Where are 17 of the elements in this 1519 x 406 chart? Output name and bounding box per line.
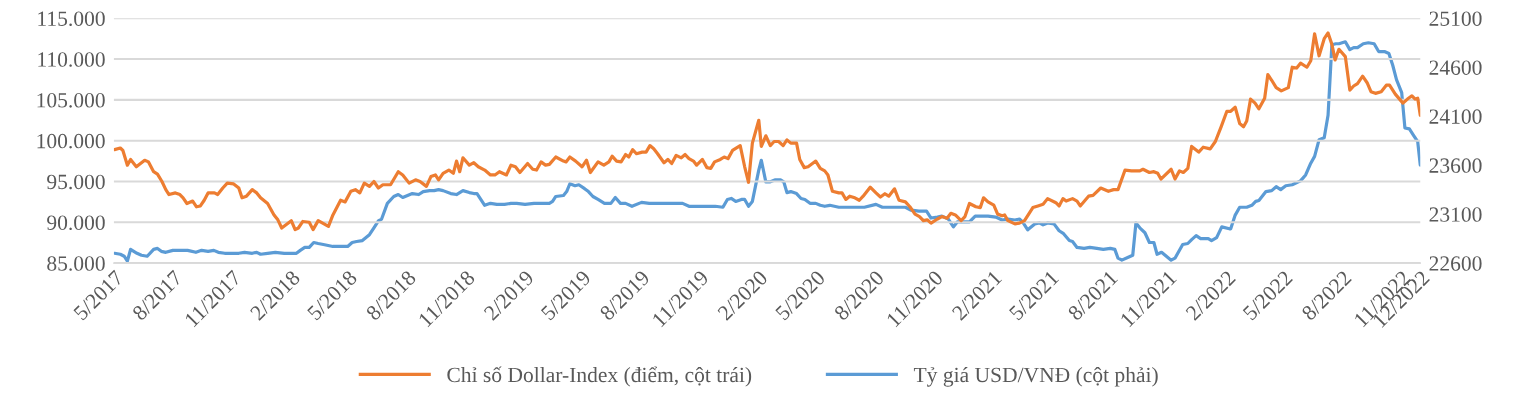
y2-tick-label: 25100: [1429, 11, 1482, 26]
y-tick-label: 110.000: [38, 52, 105, 67]
y-tick-label: 85.000: [47, 256, 105, 271]
y-tick-label: 115.000: [38, 11, 105, 27]
y-tick-label: 100.000: [37, 133, 105, 149]
y-tick-label: 95.000: [47, 174, 105, 190]
y2-tick-label: 23600: [1429, 158, 1482, 173]
y-tick-label: 90.000: [47, 215, 105, 231]
line-series: [113, 31, 1421, 232]
y2-tick-label: 24600: [1429, 60, 1482, 75]
legend-label: Tỷ giá USD/VNĐ (cột phải): [913, 367, 1158, 387]
y-tick-label: 105.000: [37, 93, 105, 108]
y2-tick-label: 22600: [1429, 256, 1482, 271]
y2-tick-label: 24100: [1429, 109, 1482, 124]
y2-tick-label: 23100: [1429, 207, 1482, 222]
line-series: [113, 40, 1421, 263]
legend-label: Chỉ số Dollar-Index (điểm, cột trái): [447, 366, 752, 387]
